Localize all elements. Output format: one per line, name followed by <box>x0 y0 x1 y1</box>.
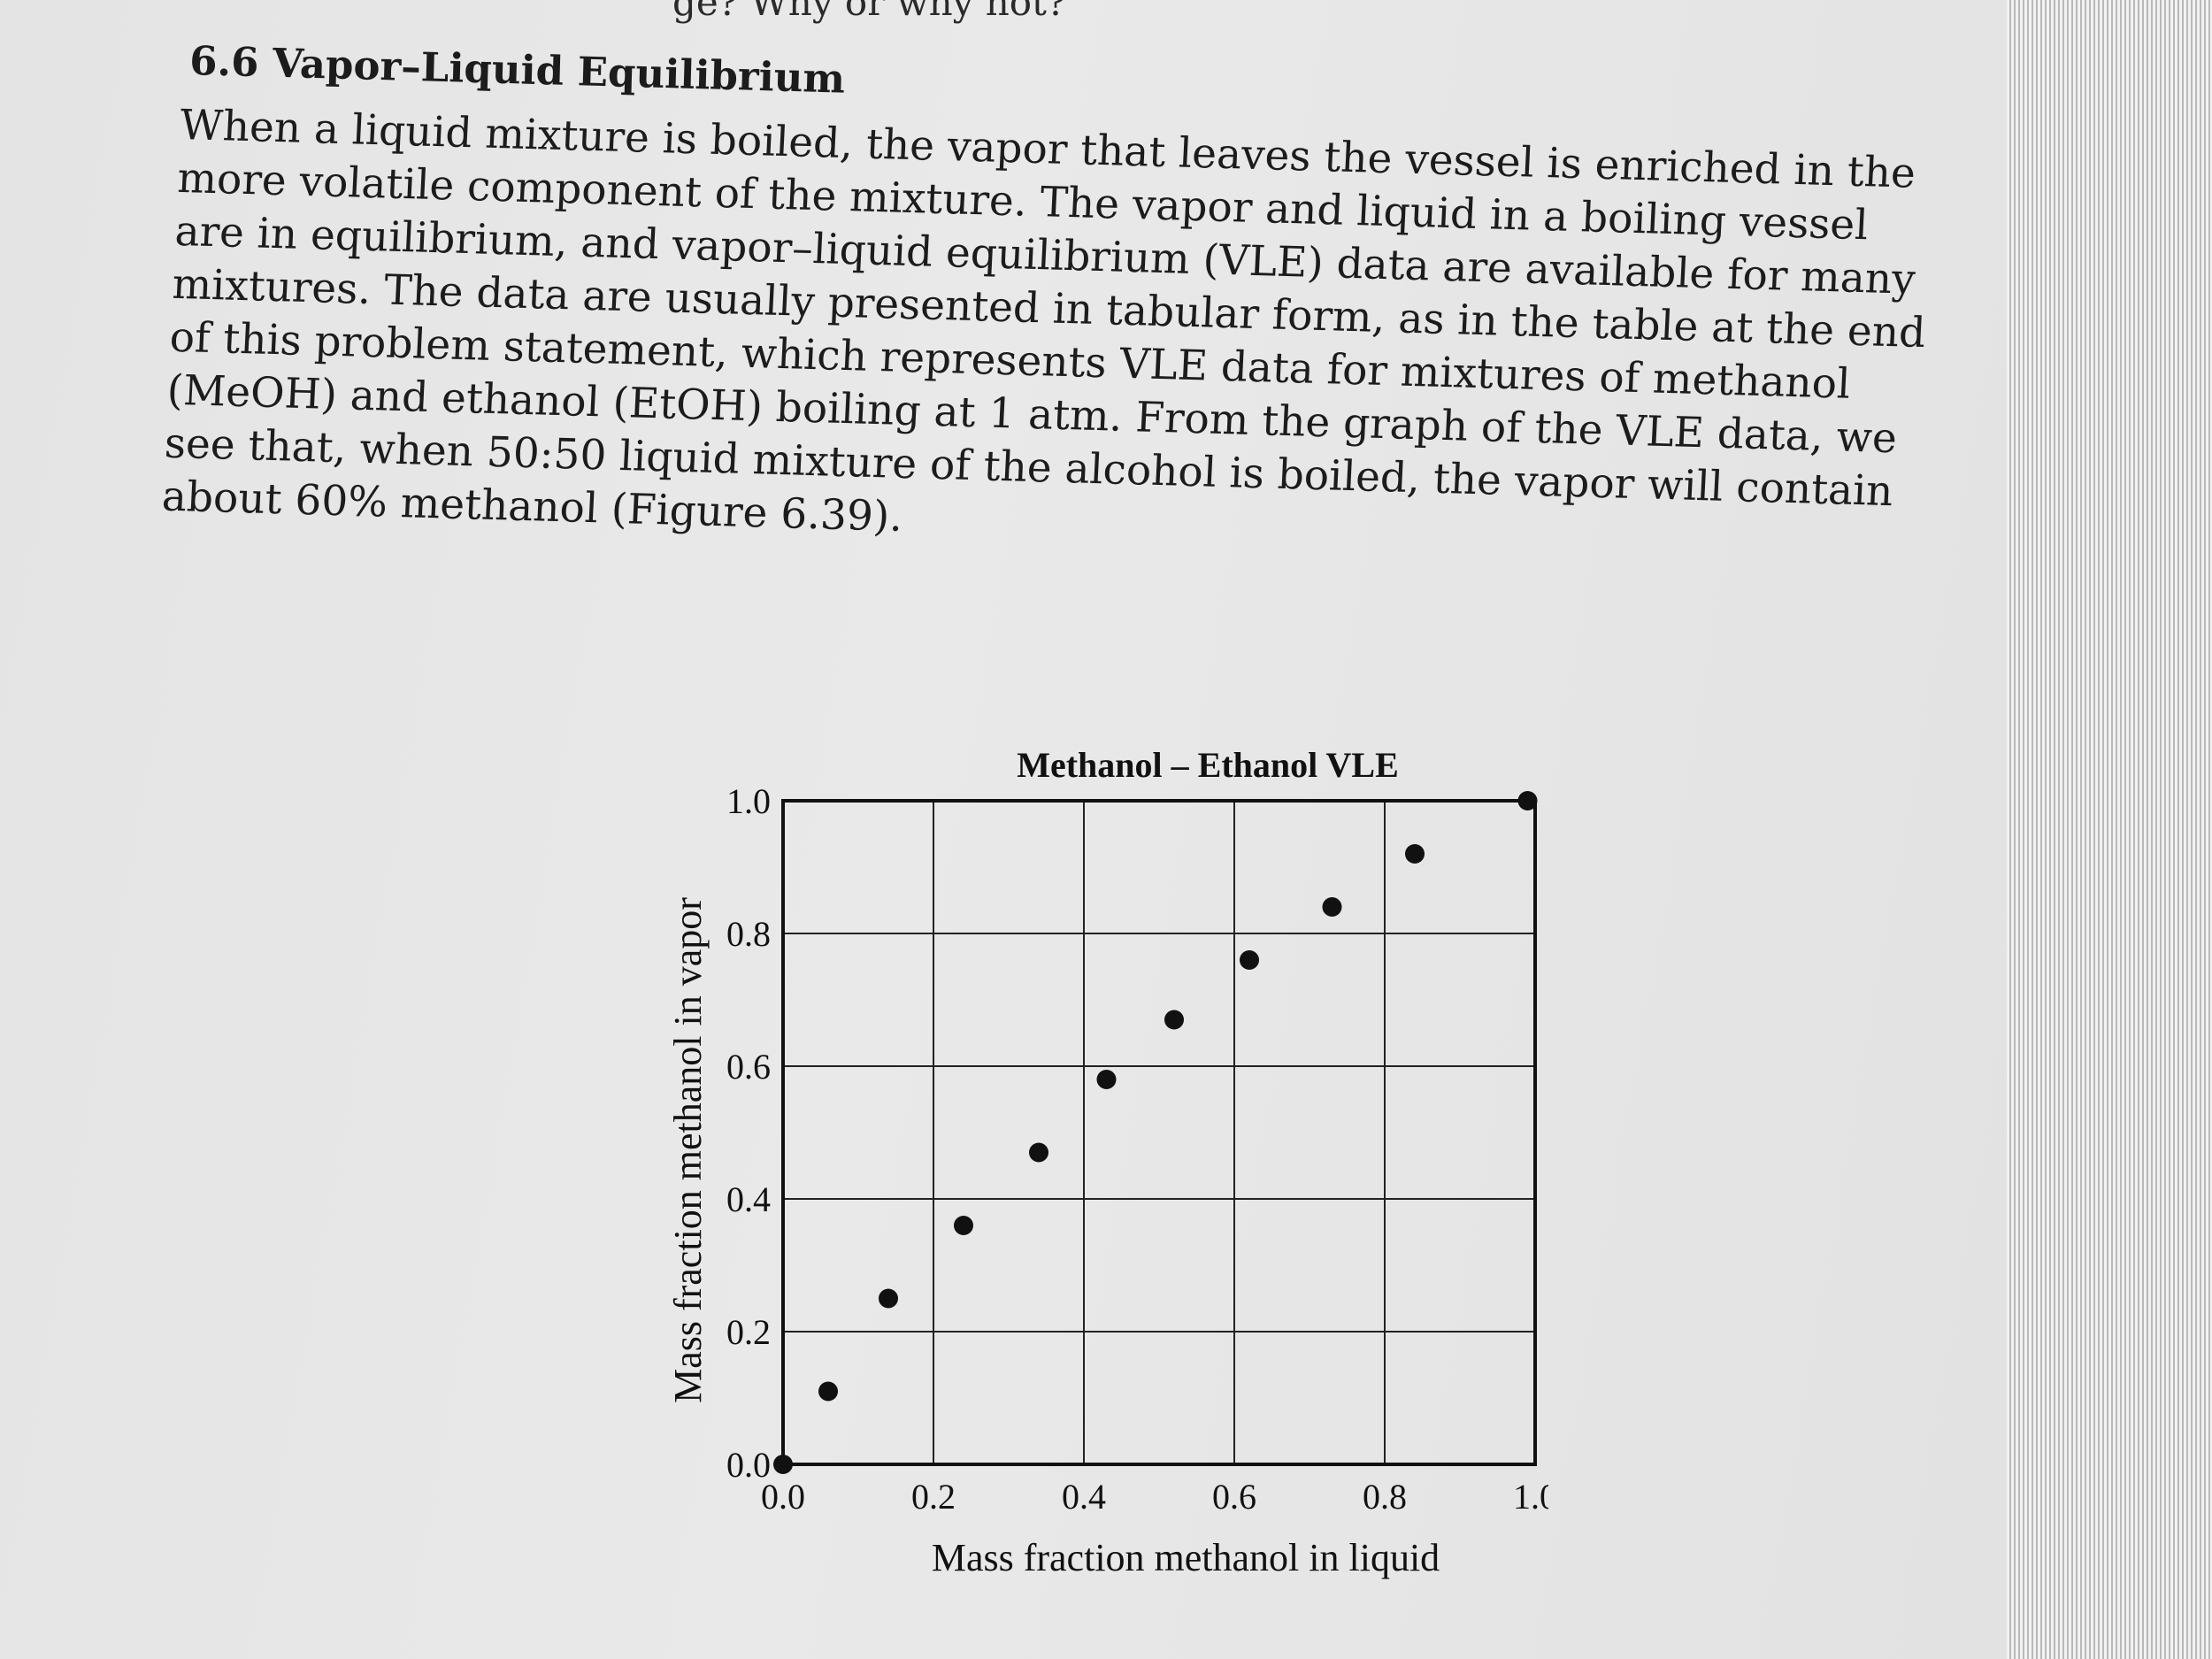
chart-title: Methanol – Ethanol VLE <box>1017 745 1399 785</box>
chart-grid <box>783 801 1535 1464</box>
data-point <box>879 1288 898 1309</box>
y-tick-label: 0.8 <box>726 914 771 954</box>
data-point <box>1517 791 1538 810</box>
data-point <box>1096 1070 1117 1089</box>
y-tick-label: 0.0 <box>726 1445 771 1485</box>
y-axis-title: Mass fraction methanol in vapor <box>666 897 710 1403</box>
body-paragraph: When a liquid mixture is boiled, the vap… <box>161 99 1978 573</box>
y-tick-label: 1.0 <box>726 781 771 821</box>
previous-problem-text: ge? Why or why not? <box>672 0 1067 24</box>
y-tick-label: 0.6 <box>726 1047 771 1087</box>
page-edges <box>2007 0 2212 1659</box>
x-tick-labels: 0.0 0.2 0.4 0.6 0.8 1.0 <box>761 1477 1548 1517</box>
x-tick-label: 0.0 <box>761 1477 805 1517</box>
data-point <box>954 1216 973 1235</box>
y-tick-labels: 0.0 0.2 0.4 0.6 0.8 1.0 <box>726 781 771 1485</box>
section-title: 6.6 Vapor–Liquid Equilibrium <box>188 37 846 103</box>
x-tick-label: 0.6 <box>1212 1477 1256 1517</box>
data-point <box>1029 1142 1048 1163</box>
book-page: ge? Why or why not? 6.6 Vapor–Liquid Equ… <box>0 0 2007 1659</box>
vle-scatter-chart: Methanol – Ethanol VLE 0.0 0.2 0.4 0.6 0.8 1.… <box>666 745 1548 1579</box>
x-tick-label: 0.4 <box>1062 1477 1106 1517</box>
data-points <box>773 791 1538 1474</box>
x-axis-title: Mass fraction methanol in liquid <box>932 1536 1440 1579</box>
y-tick-label: 0.4 <box>726 1179 771 1219</box>
plot-frame <box>781 799 1537 1466</box>
data-point <box>773 1455 793 1474</box>
x-tick-label: 0.2 <box>911 1477 956 1517</box>
data-point <box>1164 1010 1184 1030</box>
data-point <box>1322 897 1342 917</box>
data-point <box>1405 844 1425 864</box>
y-tick-label: 0.2 <box>726 1312 771 1352</box>
x-tick-label: 1.0 <box>1513 1477 1548 1517</box>
data-point <box>818 1381 838 1402</box>
x-tick-label: 0.8 <box>1363 1477 1407 1517</box>
data-point <box>1240 950 1259 970</box>
